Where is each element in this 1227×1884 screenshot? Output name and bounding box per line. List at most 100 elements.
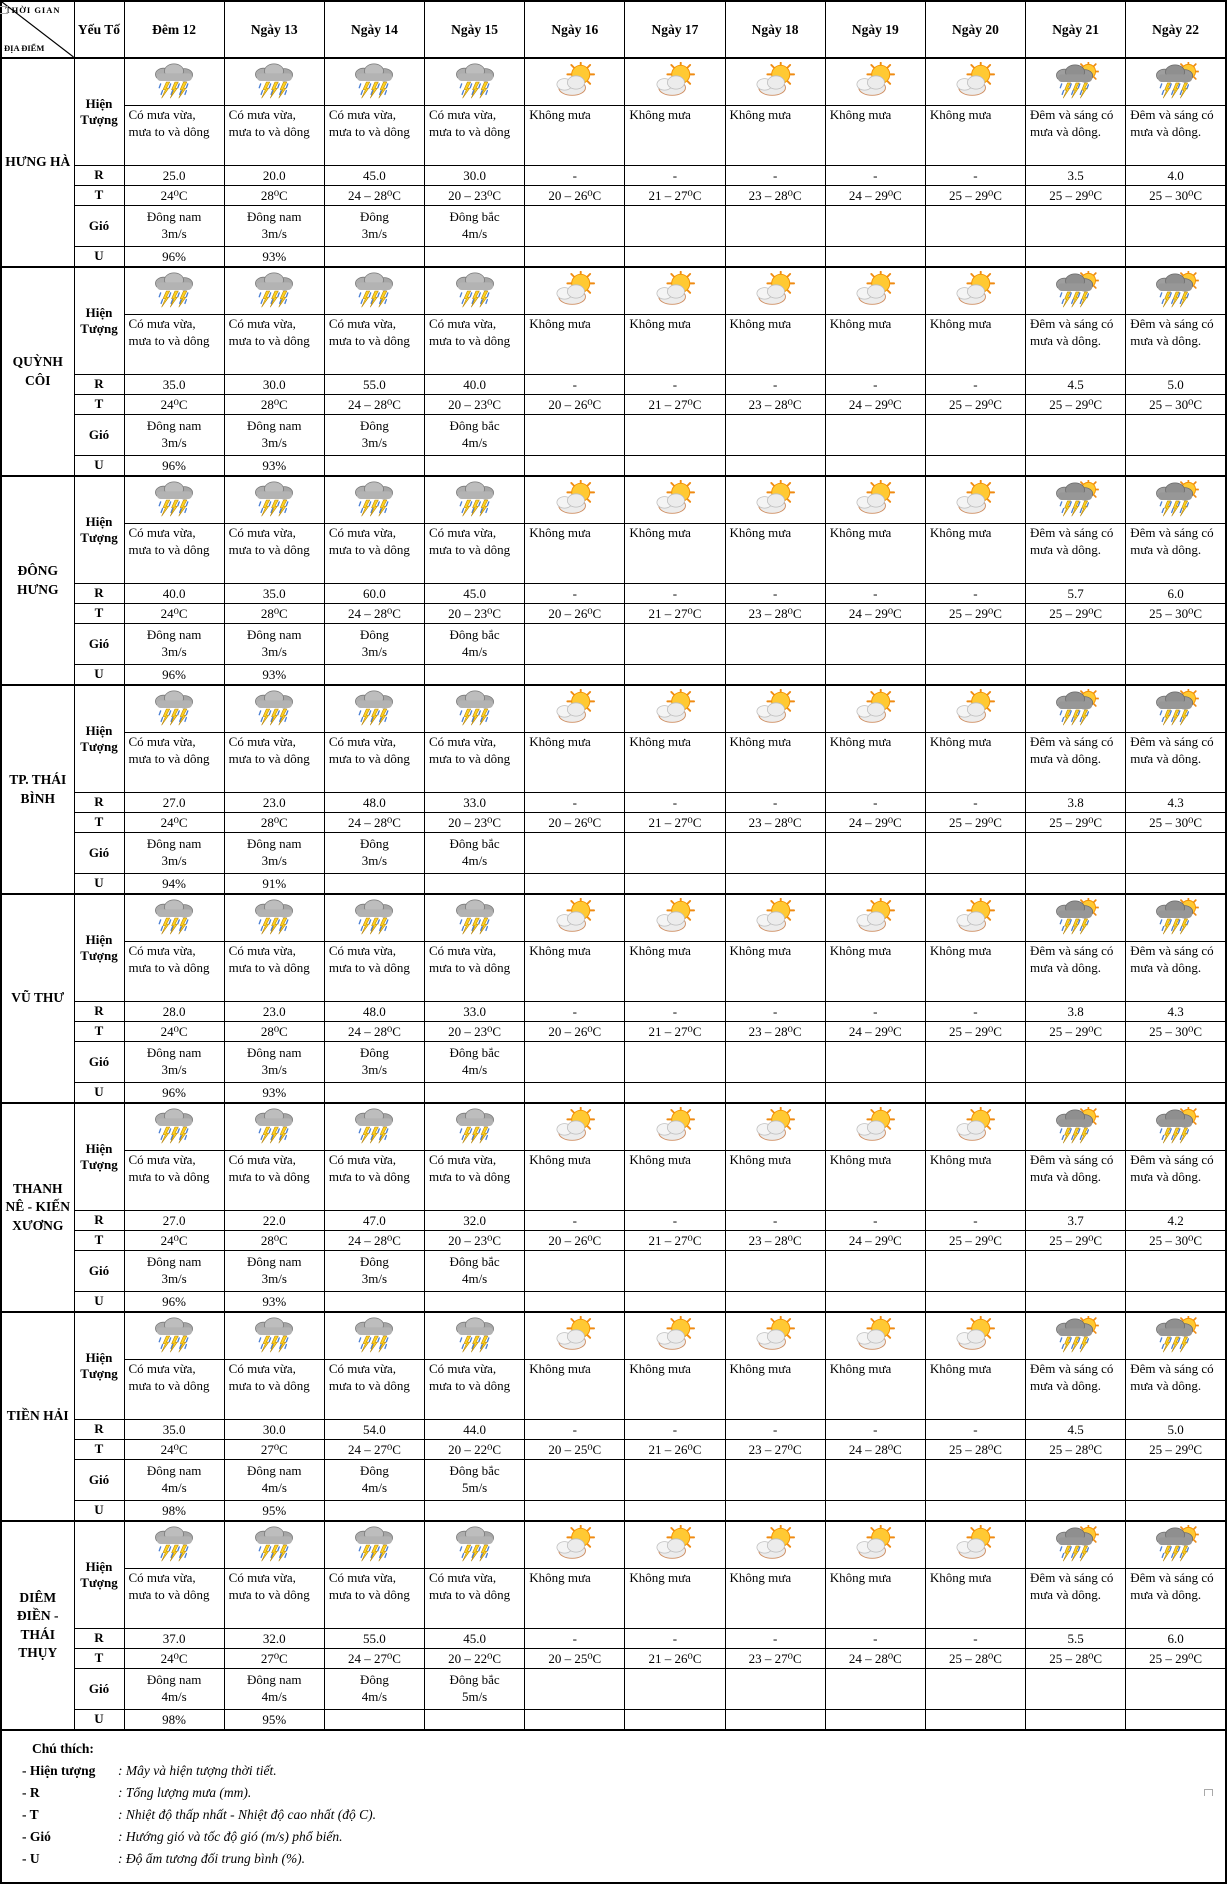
temp-value: 27⁰C bbox=[223, 1439, 325, 1460]
sun-cloud-icon bbox=[852, 700, 898, 717]
wind-value: Đông nam 3m/s bbox=[223, 1250, 325, 1292]
wind-value bbox=[924, 623, 1027, 665]
temp-value: 24⁰C bbox=[123, 394, 225, 415]
day-header: Ngày 21 bbox=[1025, 0, 1127, 59]
location-block-row: HƯNG HÀ Hiện Tượng bbox=[0, 57, 1227, 268]
rain-row: R 28.0 23.0 48.0 33.0- - - - -3.8 4.3 bbox=[1, 1001, 1227, 1022]
wind-value bbox=[1125, 414, 1227, 456]
weather-icon-cell bbox=[924, 57, 1027, 106]
day-header: Đêm 12 bbox=[123, 0, 225, 59]
rain-value: - bbox=[624, 374, 726, 395]
weather-icon-cell bbox=[624, 475, 726, 524]
sun-cloud-icon bbox=[552, 282, 598, 299]
row-label-humidity: U bbox=[73, 455, 125, 477]
rain-value: 23.0 bbox=[223, 792, 325, 813]
storm-icon bbox=[351, 1118, 397, 1135]
sun-cloud-icon bbox=[552, 1536, 598, 1553]
wind-value: Đông bắc 4m/s bbox=[424, 623, 526, 665]
wind-value: Đông 4m/s bbox=[323, 1459, 426, 1501]
wind-row: Gió Đông nam 4m/s Đông nam 4m/s Đông 4m/s Đô… bbox=[1, 1459, 1227, 1501]
humidity-value bbox=[724, 1291, 826, 1313]
day-header: Ngày 14 bbox=[323, 0, 426, 59]
temp-value: 25 – 30⁰C bbox=[1125, 185, 1227, 206]
day-header: Ngày 19 bbox=[824, 0, 926, 59]
rain-value: 6.0 bbox=[1125, 1628, 1227, 1649]
row-label-phenomenon: Hiện Tượng bbox=[73, 684, 125, 793]
wind-value bbox=[824, 205, 926, 247]
phenomenon-text: Không mưa bbox=[824, 1568, 926, 1629]
humidity-value bbox=[724, 664, 826, 686]
humidity-value bbox=[323, 1709, 426, 1731]
humidity-value bbox=[1125, 1291, 1227, 1313]
rain-value: - bbox=[524, 1628, 626, 1649]
weather-icon-cell bbox=[524, 475, 626, 524]
rain-value: 44.0 bbox=[424, 1419, 526, 1440]
sun-cloud-icon bbox=[652, 73, 698, 90]
wind-value: Đông nam 3m/s bbox=[123, 1041, 225, 1083]
phenomenon-row: Có mưa vừa, mưa to và dông Có mưa vừa, mư… bbox=[1, 1568, 1227, 1629]
weather-icon-cell bbox=[624, 1311, 726, 1360]
weather-icon-cell bbox=[223, 1311, 325, 1360]
temp-value: 21 – 27⁰C bbox=[624, 603, 726, 624]
weather-icon-cell bbox=[724, 475, 826, 524]
temp-value: 28⁰C bbox=[223, 603, 325, 624]
phenomenon-row: Có mưa vừa, mưa to và dông Có mưa vừa, mư… bbox=[1, 941, 1227, 1002]
phenomenon-text: Đêm và sáng có mưa và dông. bbox=[1125, 1150, 1227, 1211]
temp-value: 24 – 29⁰C bbox=[824, 603, 926, 624]
rain-value: - bbox=[924, 165, 1027, 186]
legend-term: - R bbox=[22, 1785, 40, 1800]
weather-icon-cell bbox=[1125, 475, 1227, 524]
rain-value: 45.0 bbox=[323, 165, 426, 186]
wind-value bbox=[1025, 205, 1127, 247]
phenomenon-text: Không mưa bbox=[624, 523, 726, 584]
humidity-value: 96% bbox=[123, 1291, 225, 1313]
temp-value: 23 – 28⁰C bbox=[724, 185, 826, 206]
wind-value bbox=[724, 832, 826, 874]
humidity-value bbox=[1025, 664, 1127, 686]
phenomenon-text: Có mưa vừa, mưa to và dông bbox=[424, 523, 526, 584]
rain-value: 4.0 bbox=[1125, 165, 1227, 186]
humidity-value bbox=[924, 1082, 1027, 1104]
temp-value: 28⁰C bbox=[223, 1021, 325, 1042]
sun-cloud-icon bbox=[552, 73, 598, 90]
rain-value: 35.0 bbox=[123, 374, 225, 395]
phenomenon-text: Không mưa bbox=[524, 314, 626, 375]
humidity-value bbox=[724, 1709, 826, 1731]
rain-value: 4.3 bbox=[1125, 792, 1227, 813]
weather-icon-cell bbox=[424, 684, 526, 733]
humidity-value bbox=[824, 455, 926, 477]
legend-item: - T: Nhiệt độ thấp nhất - Nhiệt độ cao n… bbox=[22, 1804, 1215, 1826]
weather-icon-cell bbox=[424, 475, 526, 524]
row-label-wind: Gió bbox=[73, 832, 125, 874]
wind-value bbox=[724, 414, 826, 456]
humidity-value: 96% bbox=[123, 1082, 225, 1104]
sun-cloud-icon bbox=[852, 909, 898, 926]
weather-icon-cell bbox=[123, 893, 225, 942]
phenomenon-text: Không mưa bbox=[524, 1568, 626, 1629]
header-row: THỜI GIAN ĐỊA ĐIỂM Yếu Tố Đêm 12 Ngày 13 N… bbox=[0, 0, 1227, 59]
humidity-row: U 96% 93% bbox=[1, 1082, 1227, 1104]
temp-value: 23 – 28⁰C bbox=[724, 812, 826, 833]
humidity-value: 98% bbox=[123, 1709, 225, 1731]
humidity-value: 93% bbox=[223, 1082, 325, 1104]
rain-value: 35.0 bbox=[123, 1419, 225, 1440]
phenomenon-text: Không mưa bbox=[524, 732, 626, 793]
row-label-wind: Gió bbox=[73, 1041, 125, 1083]
phenomenon-text: Không mưa bbox=[624, 732, 726, 793]
row-label-temp: T bbox=[73, 1021, 125, 1042]
storm-sun-icon bbox=[1153, 1327, 1199, 1344]
storm-icon bbox=[351, 491, 397, 508]
location-name: TIỀN HẢI bbox=[0, 1311, 75, 1522]
temp-value: 25 – 29⁰C bbox=[1025, 394, 1127, 415]
rain-value: 45.0 bbox=[424, 583, 526, 604]
rain-value: - bbox=[824, 583, 926, 604]
temp-value: 20 – 26⁰C bbox=[524, 1021, 626, 1042]
storm-sun-icon bbox=[1053, 73, 1099, 90]
rain-value: 47.0 bbox=[323, 1210, 426, 1231]
temp-value: 25 – 28⁰C bbox=[1025, 1648, 1127, 1669]
phenomenon-text: Đêm và sáng có mưa và dông. bbox=[1025, 523, 1127, 584]
weather-icon-cell bbox=[123, 1102, 225, 1151]
humidity-value bbox=[824, 1500, 926, 1522]
weather-icon-cell bbox=[323, 475, 426, 524]
temp-value: 21 – 26⁰C bbox=[624, 1439, 726, 1460]
